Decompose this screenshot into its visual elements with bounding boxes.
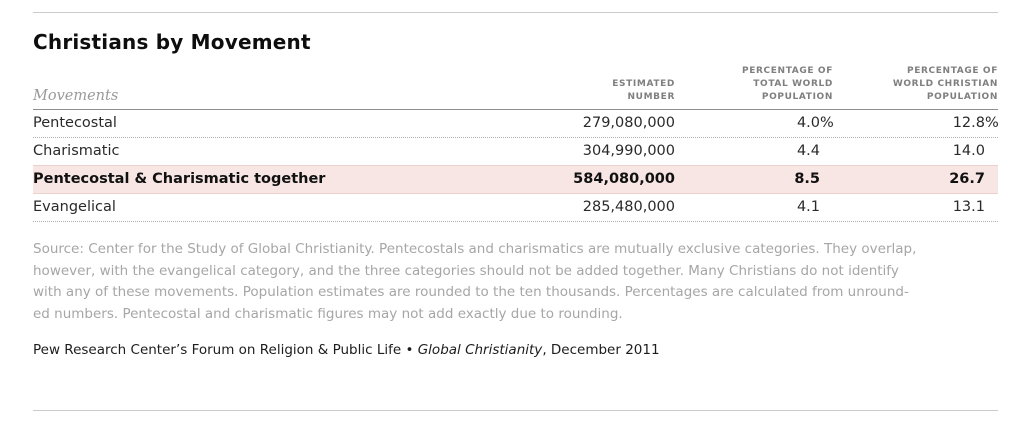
pct-total-world-value: 4.4 (796, 143, 820, 159)
pct-world-christian-value: 14.0 (952, 143, 985, 159)
movement-name: Pentecostal (33, 115, 117, 131)
estimated-number-value: 304,990,000 (582, 143, 675, 159)
source-note-line: with any of these movements. Population … (33, 284, 909, 300)
percent-sign: % (985, 115, 999, 131)
pct-total-world-value: 4.0% (796, 115, 834, 131)
column-header-estimated-number: ESTIMATED NUMBER (612, 79, 675, 102)
estimated-number-value: 285,480,000 (582, 199, 675, 215)
percent-sign: % (820, 115, 834, 131)
table-row-pentecostal: Pentecostal 279,080,000 4.0% 12.8% (33, 110, 999, 138)
estimated-number-value: 279,080,000 (582, 115, 675, 131)
source-note-line: however, with the evangelical category, … (33, 262, 899, 279)
publication-title: Global Christianity (417, 342, 543, 358)
movement-name: Evangelical (33, 199, 116, 215)
top-divider (33, 12, 998, 13)
pct-world-christian-value: 13.1 (952, 199, 985, 215)
bottom-divider (33, 410, 998, 411)
pct-world-christian-value: 26.7 (949, 171, 985, 187)
page-title: Christians by Movement (33, 30, 311, 54)
movement-name: Pentecostal & Charismatic together (33, 171, 326, 187)
table-row-charismatic: Charismatic 304,990,000 4.4 14.0 (33, 138, 998, 165)
table-header-row: Movements ESTIMATED NUMBER PERCENTAGE OF… (33, 65, 998, 110)
pct-total-world-value: 4.1 (796, 199, 820, 215)
column-header-pct-world-christian: PERCENTAGE OF WORLD CHRISTIAN POPULATION (892, 66, 998, 102)
column-header-movements: Movements (33, 88, 119, 104)
pct-world-christian-value: 12.8% (952, 115, 999, 131)
source-note: Source: Center for the Study of Global C… (33, 239, 998, 325)
attribution-suffix: , December 2011 (542, 342, 660, 358)
attribution-prefix: Pew Research Center’s Forum on Religion … (33, 342, 418, 358)
estimated-number-value: 584,080,000 (573, 171, 675, 187)
table-row-evangelical: Evangelical 285,480,000 4.1 13.1 (33, 194, 998, 222)
christians-by-movement-table: Movements ESTIMATED NUMBER PERCENTAGE OF… (33, 65, 999, 222)
source-note-line: Source: Center for the Study of Global C… (33, 241, 917, 257)
movement-name: Charismatic (33, 143, 120, 159)
source-note-line: ed numbers. Pentecostal and charismatic … (33, 305, 623, 322)
column-header-pct-total-world: PERCENTAGE OF TOTAL WORLD POPULATION (741, 66, 833, 102)
pct-total-world-value: 8.5 (794, 171, 820, 187)
table-row-pentecostal-charismatic-together: Pentecostal & Charismatic together 584,0… (33, 165, 998, 194)
attribution-line: Pew Research Center’s Forum on Religion … (33, 342, 998, 358)
